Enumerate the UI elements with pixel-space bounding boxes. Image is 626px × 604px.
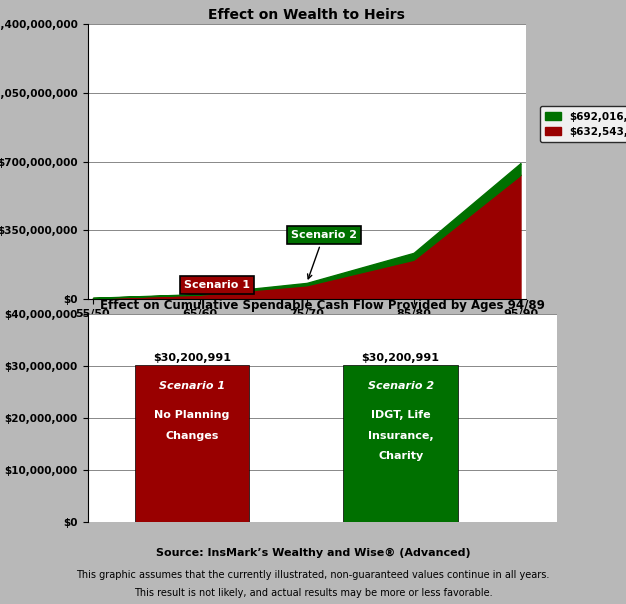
Text: Scenario 2: Scenario 2: [367, 381, 434, 391]
Text: No Planning: No Planning: [154, 411, 230, 420]
Text: Insurance,: Insurance,: [368, 431, 433, 441]
Text: Scenario 1: Scenario 1: [159, 381, 225, 391]
Text: This graphic assumes that the currently illustrated, non-guaranteed values conti: This graphic assumes that the currently …: [76, 570, 550, 580]
Title: Effect on Wealth to Heirs: Effect on Wealth to Heirs: [208, 8, 405, 22]
Text: IDGT, Life: IDGT, Life: [371, 411, 431, 420]
X-axis label: Ages (Client/Spouse): Ages (Client/Spouse): [237, 323, 376, 336]
Legend: $692,016,574, $632,543,443: $692,016,574, $632,543,443: [540, 106, 626, 142]
Text: Charity: Charity: [378, 451, 423, 461]
Text: Scenario 1: Scenario 1: [184, 280, 250, 294]
Title: Effect on Cumulative Spendable Cash Flow Provided by Ages 94/89: Effect on Cumulative Spendable Cash Flow…: [100, 298, 545, 312]
Text: $30,200,991: $30,200,991: [362, 353, 439, 363]
Text: Scenario 2: Scenario 2: [290, 230, 357, 279]
Bar: [135, 365, 249, 522]
Text: $30,200,991: $30,200,991: [153, 353, 231, 363]
Text: This result is not likely, and actual results may be more or less favorable.: This result is not likely, and actual re…: [134, 588, 492, 598]
Bar: [343, 365, 458, 522]
Text: Changes: Changes: [165, 431, 218, 441]
Text: Source: InsMark’s Wealthy and Wise® (Advanced): Source: InsMark’s Wealthy and Wise® (Adv…: [156, 548, 470, 557]
